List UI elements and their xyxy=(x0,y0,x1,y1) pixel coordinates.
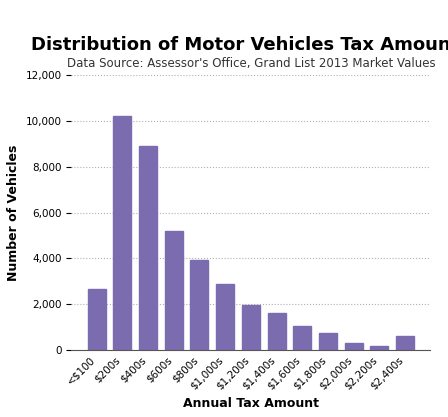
Bar xyxy=(216,284,234,350)
Y-axis label: Number of Vehicles: Number of Vehicles xyxy=(7,144,20,281)
Bar xyxy=(139,146,157,350)
Bar xyxy=(190,259,208,350)
Bar xyxy=(267,314,285,350)
Bar xyxy=(370,346,388,350)
Bar xyxy=(113,116,131,350)
Bar xyxy=(88,289,106,350)
Bar xyxy=(319,333,337,350)
Bar xyxy=(165,231,183,350)
Bar xyxy=(396,336,414,350)
Bar xyxy=(242,305,260,350)
Bar xyxy=(345,343,362,350)
Bar xyxy=(293,326,311,350)
Text: Data Source: Assessor's Office, Grand List 2013 Market Values: Data Source: Assessor's Office, Grand Li… xyxy=(67,57,435,70)
X-axis label: Annual Tax Amount: Annual Tax Amount xyxy=(183,397,319,410)
Title: Distribution of Motor Vehicles Tax Amounts: Distribution of Motor Vehicles Tax Amoun… xyxy=(31,36,448,54)
